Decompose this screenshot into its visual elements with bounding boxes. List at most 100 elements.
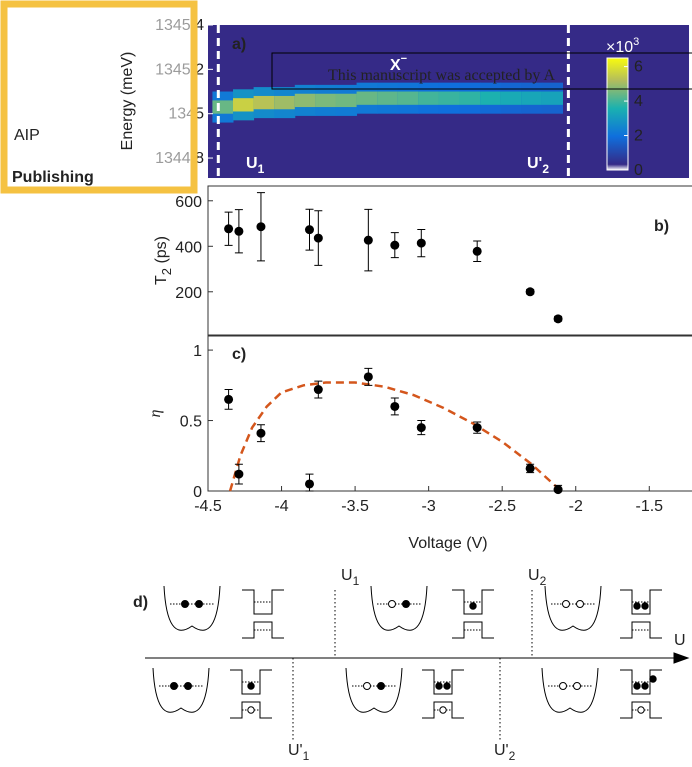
carrier	[637, 706, 645, 714]
marker-label-main: U	[246, 155, 258, 172]
x-tick-label: -2	[569, 498, 583, 515]
marker-label-sub: 1	[258, 162, 265, 176]
transition-label: U'1	[288, 742, 310, 762]
carrier	[439, 706, 447, 714]
annotation: X−	[390, 53, 407, 74]
data-point	[313, 233, 323, 243]
heatmap-cell	[274, 95, 296, 110]
well-top	[230, 669, 272, 695]
carrier	[170, 682, 178, 690]
carrier	[388, 600, 396, 608]
annotation-main: X	[390, 57, 401, 74]
well-bottom	[452, 621, 494, 639]
x-tick-label: -2.5	[488, 498, 516, 515]
transition-label-main: U'	[288, 742, 303, 759]
y-tick-label: 200	[175, 285, 202, 302]
heatmap-cell	[480, 91, 502, 105]
heatmap-cell	[397, 91, 419, 105]
colorbar-exponent: ×103	[606, 36, 639, 56]
carrier	[649, 675, 657, 683]
data-point	[416, 423, 426, 433]
heatmap-cell	[438, 91, 461, 105]
parabola	[152, 667, 210, 713]
x-tick-label: -4	[274, 498, 288, 515]
well-bottom	[620, 701, 662, 719]
heatmap-cell	[459, 91, 481, 105]
carrier	[559, 682, 567, 690]
well-top	[620, 589, 662, 615]
exponent-main: ×10	[606, 39, 633, 56]
carrier	[641, 602, 649, 610]
carrier	[633, 602, 641, 610]
heatmap-cell	[377, 91, 399, 105]
well-bottom	[242, 621, 284, 639]
colorbar-tick-label: 2	[634, 128, 643, 145]
well-top	[620, 669, 662, 695]
heatmap-cell	[418, 91, 440, 105]
parabola	[544, 585, 602, 631]
u-axis	[145, 652, 690, 664]
heatmap-cell	[294, 93, 316, 108]
data-point	[390, 240, 400, 250]
carrier	[195, 600, 203, 608]
y-tick-label: 0.5	[180, 414, 202, 431]
panel-label: a)	[232, 36, 246, 53]
parabola	[163, 585, 221, 631]
carrier	[573, 682, 581, 690]
marker-label: U1	[246, 155, 265, 176]
transition-label: U2	[528, 567, 547, 588]
data-point	[256, 222, 266, 232]
carrier	[184, 682, 192, 690]
exponent-sup: 3	[633, 36, 639, 48]
overlay-box	[271, 52, 692, 90]
carrier	[377, 682, 385, 690]
carrier	[562, 600, 570, 608]
annotation-sup: −	[401, 53, 407, 65]
heatmap-cell	[521, 91, 543, 105]
y-axis-label: η	[147, 409, 164, 417]
heatmap-cell	[356, 91, 378, 105]
marker-label-main: U'	[527, 155, 542, 172]
data-point	[472, 246, 482, 256]
carrier	[435, 682, 443, 690]
carrier	[443, 682, 451, 690]
y-axis-label-main: T	[153, 275, 170, 285]
y-tick-label: 400	[175, 239, 202, 256]
y-tick-label: 600	[175, 194, 202, 211]
data-point	[234, 469, 244, 479]
well-top	[452, 589, 494, 615]
carrier	[576, 600, 584, 608]
x-axis-label: Voltage (V)	[408, 535, 487, 552]
carrier	[363, 682, 371, 690]
well-top	[422, 669, 464, 695]
heatmap-cell	[233, 98, 255, 112]
y-tick-label: 0	[193, 484, 202, 501]
data-point	[390, 401, 400, 411]
x-tick-label: -3.5	[341, 498, 369, 515]
data-point	[525, 463, 535, 473]
overlay-text: This manuscript was accepted by A	[328, 67, 555, 84]
y-axis-label: T2 (ps)	[153, 236, 174, 285]
x-tick-label: -1.5	[635, 498, 663, 515]
data-point	[363, 372, 373, 382]
data-point	[313, 385, 323, 395]
plot-frame	[207, 335, 692, 492]
transition-label-sub: 1	[303, 749, 310, 762]
well-bottom	[620, 621, 662, 639]
carrier	[181, 600, 189, 608]
data-point	[224, 224, 234, 234]
transition-label: U'2	[494, 742, 516, 762]
plot-frame	[207, 185, 692, 336]
heatmap-cell	[253, 95, 275, 110]
parabola	[541, 667, 599, 713]
logo-subtitle: Publishing	[12, 169, 94, 186]
carrier	[641, 682, 649, 690]
heatmap-cell	[212, 100, 234, 114]
data-point	[304, 225, 314, 235]
logo-title: AIP	[14, 127, 40, 144]
parabola	[345, 667, 403, 713]
carrier	[469, 602, 477, 610]
colorbar-tick-label: 6	[634, 59, 643, 76]
